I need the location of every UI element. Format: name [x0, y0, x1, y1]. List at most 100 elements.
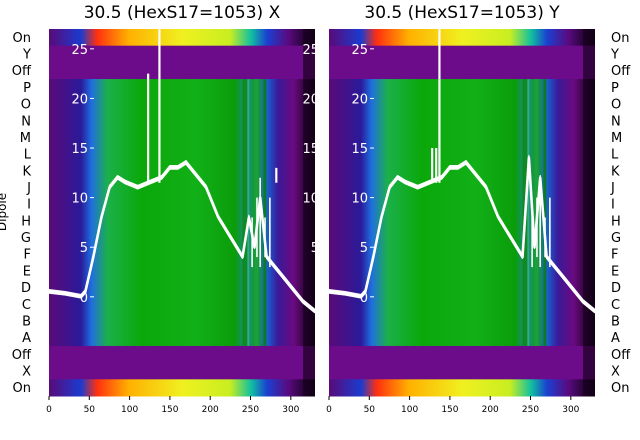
heatmap-row-off — [49, 62, 315, 80]
row-label: K — [611, 164, 620, 179]
row-label: G — [611, 231, 621, 246]
row-label: O — [611, 98, 621, 113]
heatmap-row — [329, 79, 595, 97]
overlay-tick-label-right: 15 — [302, 142, 319, 157]
row-label: Y — [22, 48, 31, 63]
row-label: Off — [611, 348, 631, 363]
row-label: E — [23, 264, 31, 279]
x-tick-label: 250 — [242, 405, 259, 415]
row-label: O — [21, 98, 31, 113]
heatmap-row-on — [329, 29, 595, 47]
row-label: L — [24, 148, 32, 163]
row-label: A — [611, 331, 620, 346]
row-label: C — [611, 298, 620, 313]
overlay-tick-label-right: 5 — [311, 241, 319, 256]
row-label: Y — [610, 48, 619, 63]
overlay-tick-label-right: 25 — [302, 43, 319, 58]
overlay-tick-label: 15 — [351, 142, 368, 157]
x-tick-label: 50 — [364, 405, 376, 415]
heatmap-row — [329, 245, 595, 264]
overlay-tick-label-right: 10 — [302, 192, 319, 207]
heatmap-edge — [303, 29, 315, 396]
heatmap-row — [49, 312, 315, 330]
row-label: K — [22, 164, 31, 179]
heatmap-row — [49, 129, 315, 147]
heatmap-row — [329, 329, 595, 347]
row-label: N — [611, 114, 621, 129]
row-label: On — [611, 381, 629, 396]
heatmap-streak — [527, 79, 530, 346]
heatmap-streak — [242, 79, 249, 346]
heatmap-row — [329, 129, 595, 147]
heatmap-streak — [263, 79, 267, 346]
heatmap-streak — [543, 79, 547, 346]
overlay-tick-label: 10 — [71, 192, 88, 207]
x-tick-label: 0 — [46, 405, 52, 415]
overlay-tick-label: 5 — [80, 241, 88, 256]
heatmap-row — [49, 229, 315, 247]
panel-title: 30.5 (HexS17=1053) X — [84, 3, 281, 23]
overlay-tick-label: 10 — [351, 192, 368, 207]
row-label: Off — [611, 64, 631, 79]
x-tick-label: 200 — [482, 405, 499, 415]
heatmap-row — [49, 79, 315, 97]
heatmap-row — [49, 195, 315, 213]
row-label: On — [13, 381, 31, 396]
heatmap-row-off — [49, 362, 315, 380]
heatmap-row — [329, 229, 595, 247]
heatmap-row — [49, 145, 315, 163]
row-label: B — [611, 314, 620, 329]
heatmap-row — [49, 295, 315, 314]
row-label: On — [13, 31, 31, 46]
overlay-tick-label: 0 — [360, 291, 368, 306]
heatmap-row — [329, 212, 595, 230]
heatmap-row — [329, 295, 595, 314]
overlay-tick-label: 25 — [71, 43, 88, 58]
overlay-tick-label: 0 — [80, 291, 88, 306]
row-label: Off — [12, 64, 32, 79]
heatmap-row — [329, 179, 595, 197]
row-label: A — [22, 331, 31, 346]
x-tick-label: 100 — [401, 405, 418, 415]
x-tick-label: 0 — [326, 405, 332, 415]
heatmap-panel-y: 30.5 (HexS17=1053) YOnYOffPONMLKJIHGFEDC… — [326, 3, 631, 415]
row-label: H — [21, 214, 31, 229]
row-label: M — [611, 131, 622, 146]
heatmap-row — [49, 329, 315, 347]
row-label: D — [611, 281, 621, 296]
heatmap-row-on — [329, 379, 595, 397]
heatmap-row — [329, 195, 595, 213]
row-label: On — [611, 31, 629, 46]
heatmap-panel-x: 30.5 (HexS17=1053) XOnYOffPONMLKJIHGFEDC… — [0, 3, 319, 415]
row-label: X — [22, 364, 31, 379]
x-tick-label: 300 — [562, 405, 579, 415]
row-label: Off — [12, 348, 32, 363]
row-label: H — [611, 214, 621, 229]
heatmap-row — [329, 312, 595, 330]
heatmap-row-off — [329, 345, 595, 364]
row-label: M — [20, 131, 31, 146]
heatmap-row — [329, 112, 595, 130]
heatmap-row — [49, 95, 315, 113]
heatmap-row — [329, 145, 595, 163]
heatmap-row-off — [329, 62, 595, 80]
heatmap-row-on — [49, 379, 315, 397]
row-label: X — [611, 364, 620, 379]
overlay-tick-label-right: 20 — [302, 92, 319, 107]
x-tick-label: 150 — [441, 405, 458, 415]
heatmap-row-on — [49, 29, 315, 47]
x-tick-label: 100 — [121, 405, 138, 415]
row-label: I — [27, 198, 31, 213]
heatmap-row-off — [329, 362, 595, 380]
row-label: E — [611, 264, 619, 279]
panel-title: 30.5 (HexS17=1053) Y — [364, 3, 560, 23]
row-label: J — [26, 181, 31, 196]
row-label: N — [21, 114, 31, 129]
overlay-tick-label: 15 — [71, 142, 88, 157]
heatmap-row — [49, 179, 315, 197]
row-label: F — [611, 248, 618, 263]
x-tick-label: 50 — [84, 405, 96, 415]
heatmap-edge — [583, 29, 595, 396]
heatmap-row-off — [49, 45, 315, 63]
